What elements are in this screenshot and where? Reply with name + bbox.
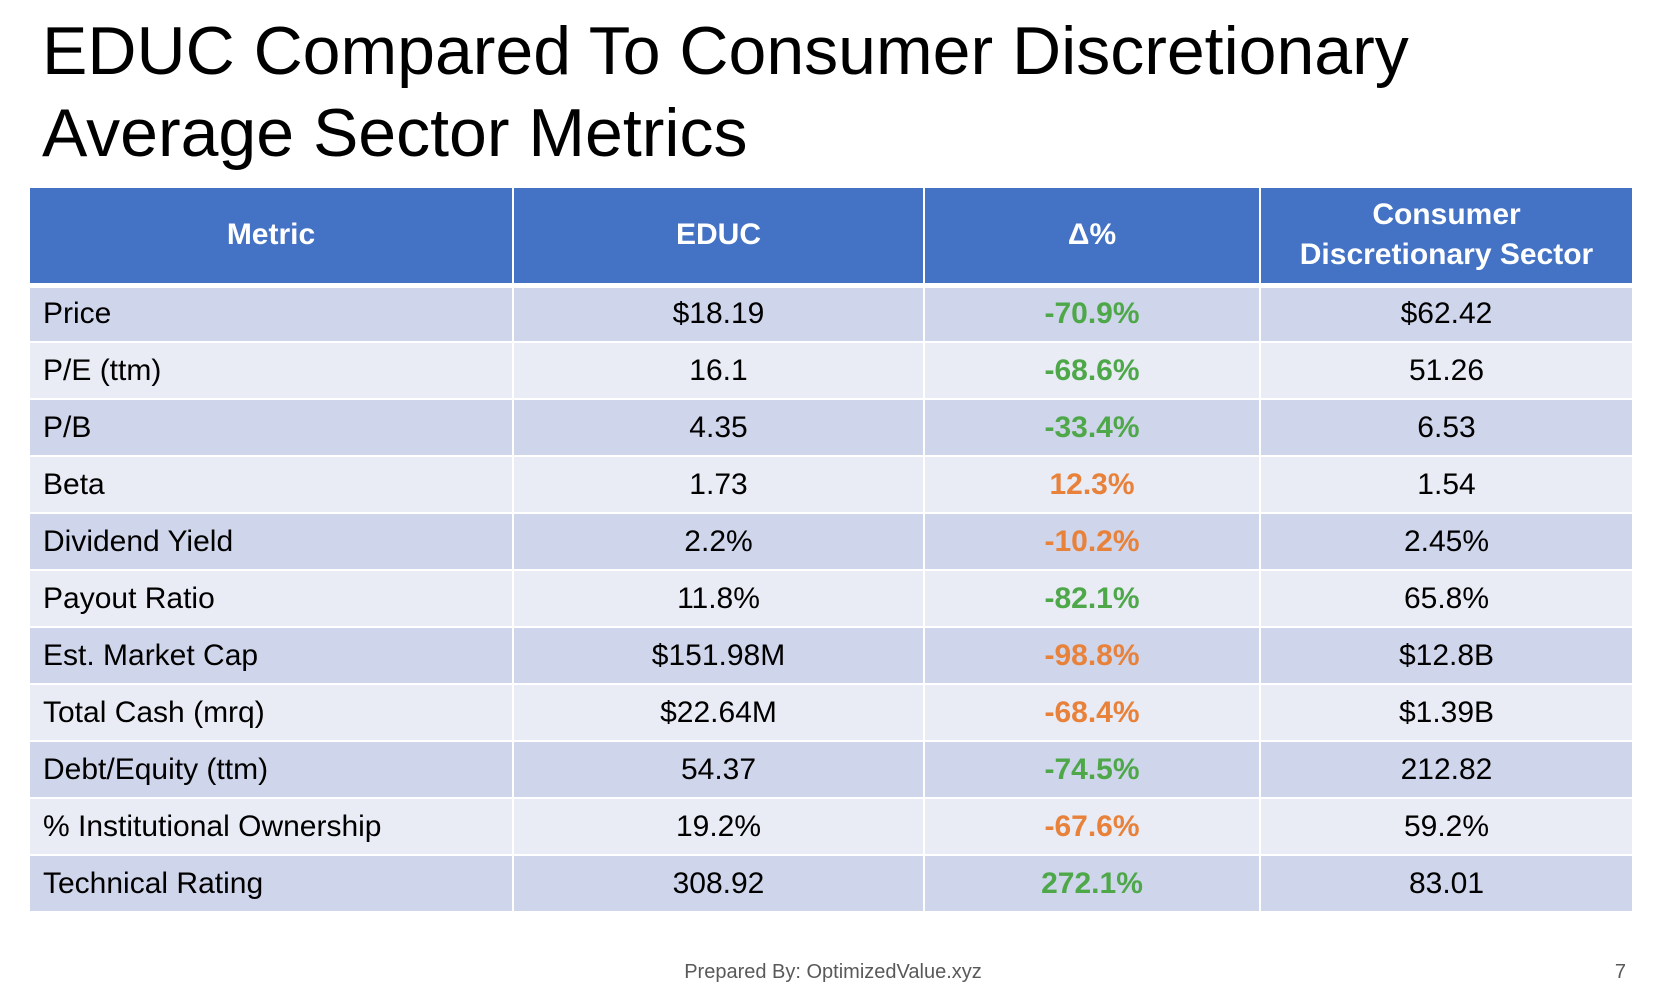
slide-title: EDUC Compared To Consumer Discretionary … bbox=[42, 10, 1602, 174]
header-delta: Δ% bbox=[924, 188, 1261, 288]
metric-cell: Total Cash (mrq) bbox=[30, 684, 514, 742]
slide-title-line-1: EDUC Compared To Consumer Discretionary bbox=[42, 13, 1409, 89]
metric-cell: Price bbox=[30, 285, 514, 343]
educ-value-cell: 308.92 bbox=[513, 855, 925, 913]
educ-value-cell: 11.8% bbox=[513, 570, 925, 628]
header-sector: Consumer Discretionary Sector bbox=[1260, 188, 1632, 288]
educ-value-cell: 4.35 bbox=[513, 399, 925, 457]
sector-value-cell: 6.53 bbox=[1260, 399, 1632, 457]
table-row: Beta 1.73 12.3% 1.54 bbox=[30, 456, 1632, 514]
page-number: 7 bbox=[1614, 961, 1626, 983]
table-row: Total Cash (mrq) $22.64M -68.4% $1.39B bbox=[30, 684, 1632, 742]
delta-value-cell: -68.4% bbox=[924, 684, 1261, 742]
table-row: Debt/Equity (ttm) 54.37 -74.5% 212.82 bbox=[30, 741, 1632, 799]
educ-value-cell: 16.1 bbox=[513, 342, 925, 400]
table-row: P/B 4.35 -33.4% 6.53 bbox=[30, 399, 1632, 457]
delta-value-cell: 12.3% bbox=[924, 456, 1261, 514]
metric-cell: Dividend Yield bbox=[30, 513, 514, 571]
delta-value-cell: -10.2% bbox=[924, 513, 1261, 571]
delta-value-cell: -82.1% bbox=[924, 570, 1261, 628]
metric-cell: Est. Market Cap bbox=[30, 627, 514, 685]
metric-cell: P/B bbox=[30, 399, 514, 457]
metric-cell: Beta bbox=[30, 456, 514, 514]
sector-value-cell: 212.82 bbox=[1260, 741, 1632, 799]
sector-value-cell: 65.8% bbox=[1260, 570, 1632, 628]
table-row: P/E (ttm) 16.1 -68.6% 51.26 bbox=[30, 342, 1632, 400]
metric-cell: % Institutional Ownership bbox=[30, 798, 514, 856]
sector-value-cell: $12.8B bbox=[1260, 627, 1632, 685]
header-educ: EDUC bbox=[513, 188, 925, 288]
educ-value-cell: $151.98M bbox=[513, 627, 925, 685]
delta-value-cell: -33.4% bbox=[924, 399, 1261, 457]
sector-value-cell: 59.2% bbox=[1260, 798, 1632, 856]
table-row: Dividend Yield 2.2% -10.2% 2.45% bbox=[30, 513, 1632, 571]
delta-value-cell: -68.6% bbox=[924, 342, 1261, 400]
table-header-row: Metric EDUC Δ% Consumer Discretionary Se… bbox=[30, 188, 1632, 288]
table-row: Est. Market Cap $151.98M -98.8% $12.8B bbox=[30, 627, 1632, 685]
slide-title-line-2: Average Sector Metrics bbox=[42, 95, 748, 171]
sector-value-cell: 83.01 bbox=[1260, 855, 1632, 913]
header-metric: Metric bbox=[30, 188, 514, 288]
table-header: Metric EDUC Δ% Consumer Discretionary Se… bbox=[30, 188, 1632, 288]
delta-value-cell: 272.1% bbox=[924, 855, 1261, 913]
educ-value-cell: 2.2% bbox=[513, 513, 925, 571]
educ-value-cell: 1.73 bbox=[513, 456, 925, 514]
sector-value-cell: $62.42 bbox=[1260, 285, 1632, 343]
delta-value-cell: -98.8% bbox=[924, 627, 1261, 685]
table-row: Price $18.19 -70.9% $62.42 bbox=[30, 285, 1632, 343]
sector-value-cell: 1.54 bbox=[1260, 456, 1632, 514]
delta-value-cell: -70.9% bbox=[924, 285, 1261, 343]
delta-value-cell: -67.6% bbox=[924, 798, 1261, 856]
table-row: Technical Rating 308.92 272.1% 83.01 bbox=[30, 855, 1632, 913]
table-row: Payout Ratio 11.8% -82.1% 65.8% bbox=[30, 570, 1632, 628]
metrics-comparison-table: Metric EDUC Δ% Consumer Discretionary Se… bbox=[30, 188, 1632, 913]
table-body: Price $18.19 -70.9% $62.42 P/E (ttm) 16.1 -68.… bbox=[30, 285, 1632, 913]
educ-value-cell: $18.19 bbox=[513, 285, 925, 343]
educ-value-cell: $22.64M bbox=[513, 684, 925, 742]
sector-value-cell: 2.45% bbox=[1260, 513, 1632, 571]
sector-value-cell: $1.39B bbox=[1260, 684, 1632, 742]
footer-prepared-by: Prepared By: OptimizedValue.xyz bbox=[684, 961, 982, 983]
metric-cell: P/E (ttm) bbox=[30, 342, 514, 400]
metric-cell: Payout Ratio bbox=[30, 570, 514, 628]
header-sector-line-2: Discretionary Sector bbox=[1299, 238, 1594, 272]
educ-value-cell: 54.37 bbox=[513, 741, 925, 799]
header-sector-line-1: Consumer bbox=[1372, 198, 1521, 232]
educ-value-cell: 19.2% bbox=[513, 798, 925, 856]
delta-value-cell: -74.5% bbox=[924, 741, 1261, 799]
table-row: % Institutional Ownership 19.2% -67.6% 59.2… bbox=[30, 798, 1632, 856]
sector-value-cell: 51.26 bbox=[1260, 342, 1632, 400]
metric-cell: Technical Rating bbox=[30, 855, 514, 913]
metric-cell: Debt/Equity (ttm) bbox=[30, 741, 514, 799]
